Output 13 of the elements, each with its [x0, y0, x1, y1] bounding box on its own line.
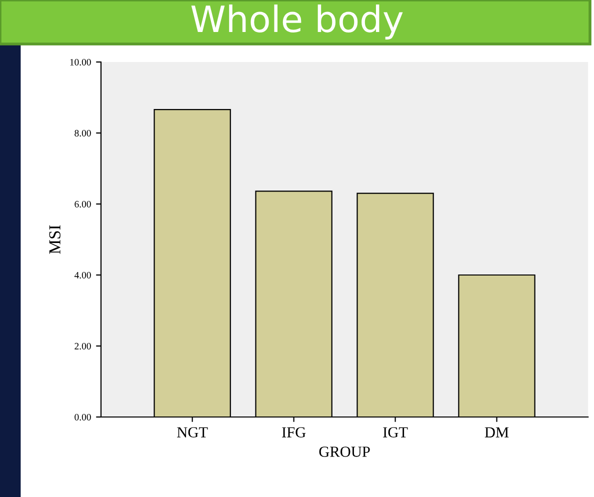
y-axis-title: MSI — [49, 225, 60, 254]
y-tick-label: 10.00 — [70, 58, 91, 66]
x-tick-label: IGT — [383, 427, 408, 438]
y-tick-label: 0.00 — [74, 414, 91, 421]
x-axis-title: GROUP — [319, 446, 370, 457]
y-tick-label: 8.00 — [74, 130, 91, 137]
x-tick-label: NGT — [177, 427, 208, 438]
y-tick-label: 4.00 — [74, 272, 91, 279]
y-tick-label: 6.00 — [74, 200, 91, 208]
chart-title: Whole body — [191, 4, 403, 40]
x-tick-label: DM — [484, 427, 509, 438]
x-tick-label: IFG — [282, 427, 306, 438]
y-tick-label: 2.00 — [74, 342, 91, 350]
